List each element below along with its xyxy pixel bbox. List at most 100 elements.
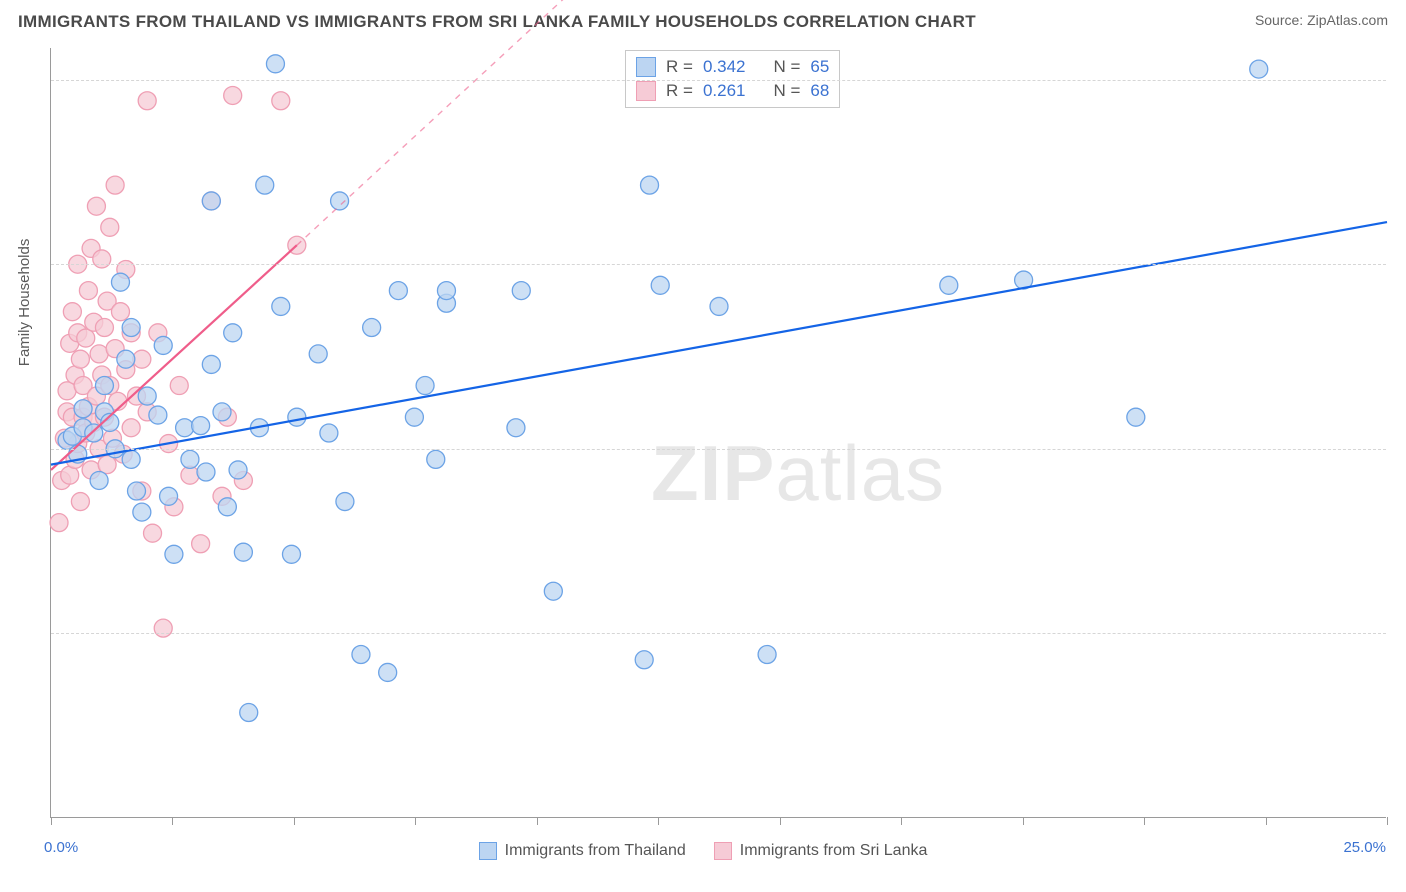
- data-point: [641, 176, 659, 194]
- data-point: [93, 250, 111, 268]
- data-point: [336, 493, 354, 511]
- data-point: [160, 487, 178, 505]
- data-point: [133, 503, 151, 521]
- data-point: [197, 463, 215, 481]
- data-point: [256, 176, 274, 194]
- data-point: [288, 408, 306, 426]
- data-point: [85, 424, 103, 442]
- chart-legend: Immigrants from Thailand Immigrants from …: [0, 842, 1406, 860]
- source-label: Source:: [1255, 12, 1303, 28]
- data-point: [363, 319, 381, 337]
- data-point: [710, 297, 728, 315]
- data-point: [63, 303, 81, 321]
- x-tick: [901, 817, 902, 825]
- data-point: [192, 535, 210, 553]
- legend-item: Immigrants from Sri Lanka: [714, 842, 928, 860]
- data-point: [331, 192, 349, 210]
- n-value: 68: [810, 81, 829, 101]
- data-point: [320, 424, 338, 442]
- x-tick: [1266, 817, 1267, 825]
- data-point: [79, 282, 97, 300]
- gridline-horizontal: [51, 449, 1386, 450]
- legend-label: Immigrants from Sri Lanka: [740, 842, 928, 860]
- data-point: [352, 646, 370, 664]
- data-point: [437, 282, 455, 300]
- data-point: [224, 86, 242, 104]
- data-point: [95, 319, 113, 337]
- chart-title: IMMIGRANTS FROM THAILAND VS IMMIGRANTS F…: [18, 12, 976, 32]
- source-name: ZipAtlas.com: [1307, 12, 1388, 28]
- chart-header: IMMIGRANTS FROM THAILAND VS IMMIGRANTS F…: [18, 12, 1388, 32]
- data-point: [176, 419, 194, 437]
- data-point: [507, 419, 525, 437]
- r-value: 0.261: [703, 81, 746, 101]
- data-point: [122, 319, 140, 337]
- data-point: [144, 524, 162, 542]
- legend-swatch: [636, 57, 656, 77]
- data-point: [405, 408, 423, 426]
- stats-row: R = 0.261 N = 68: [636, 79, 829, 103]
- data-point: [213, 403, 231, 421]
- x-tick: [537, 817, 538, 825]
- data-point: [128, 482, 146, 500]
- data-point: [272, 297, 290, 315]
- data-point: [154, 336, 172, 354]
- data-point: [309, 345, 327, 363]
- data-point: [111, 303, 129, 321]
- data-point: [416, 377, 434, 395]
- data-point: [117, 350, 135, 368]
- y-axis-title: Family Households: [16, 239, 33, 367]
- data-point: [224, 324, 242, 342]
- data-point: [427, 450, 445, 468]
- data-point: [74, 400, 92, 418]
- trendline-thailand: [51, 222, 1387, 465]
- data-point: [1250, 60, 1268, 78]
- legend-swatch: [479, 842, 497, 860]
- data-point: [50, 514, 68, 532]
- data-point: [77, 329, 95, 347]
- x-tick: [1023, 817, 1024, 825]
- x-tick: [780, 817, 781, 825]
- data-point: [122, 419, 140, 437]
- data-point: [512, 282, 530, 300]
- data-point: [58, 382, 76, 400]
- data-point: [389, 282, 407, 300]
- data-point: [98, 456, 116, 474]
- data-point: [651, 276, 669, 294]
- legend-swatch: [714, 842, 732, 860]
- data-point: [101, 218, 119, 236]
- data-point: [170, 377, 188, 395]
- data-point: [229, 461, 247, 479]
- data-point: [165, 545, 183, 563]
- data-point: [71, 350, 89, 368]
- scatter-svg: [51, 48, 1386, 817]
- data-point: [90, 471, 108, 489]
- data-point: [544, 582, 562, 600]
- gridline-horizontal: [51, 80, 1386, 81]
- data-point: [379, 663, 397, 681]
- gridline-horizontal: [51, 633, 1386, 634]
- n-label: N =: [773, 81, 800, 101]
- stats-row: R =0.342N =65: [636, 55, 829, 79]
- data-point: [138, 387, 156, 405]
- r-label: R =: [666, 81, 693, 101]
- data-point: [122, 450, 140, 468]
- source-credit: Source: ZipAtlas.com: [1255, 12, 1388, 28]
- data-point: [940, 276, 958, 294]
- x-tick: [1387, 817, 1388, 825]
- n-label: N =: [773, 57, 800, 77]
- x-tick: [1144, 817, 1145, 825]
- legend-item: Immigrants from Thailand: [479, 842, 686, 860]
- r-label: R =: [666, 57, 693, 77]
- data-point: [635, 651, 653, 669]
- data-point: [758, 646, 776, 664]
- x-tick: [415, 817, 416, 825]
- data-point: [154, 619, 172, 637]
- data-point: [111, 273, 129, 291]
- x-tick: [294, 817, 295, 825]
- data-point: [192, 417, 210, 435]
- data-point: [106, 176, 124, 194]
- chart-plot-area: ZIPatlas R =0.342N =65R =0.261N =68 47.5…: [50, 48, 1386, 818]
- data-point: [138, 92, 156, 110]
- n-value: 65: [810, 57, 829, 77]
